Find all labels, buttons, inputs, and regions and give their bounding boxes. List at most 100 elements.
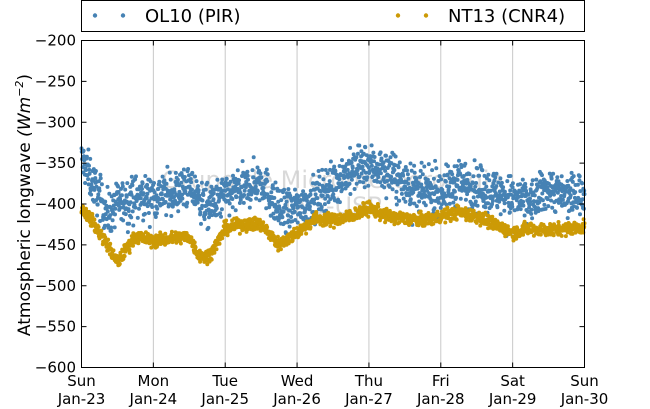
data-point: [137, 206, 141, 211]
data-point: [369, 163, 374, 168]
data-point: [272, 195, 277, 200]
data-point: [417, 199, 422, 204]
legend-label: NT13 (CNR4): [448, 6, 565, 27]
data-point: [200, 198, 205, 203]
data-point: [418, 209, 423, 214]
data-point: [437, 174, 442, 179]
x-tick-label-date: Jan-27: [344, 390, 393, 408]
data-point: [102, 223, 107, 228]
legend-marker: [423, 13, 429, 18]
data-point: [493, 175, 498, 180]
data-point: [95, 202, 100, 207]
data-point: [299, 231, 304, 236]
data-point: [394, 189, 399, 194]
data-point: [106, 237, 111, 242]
data-point: [194, 179, 199, 184]
data-point: [369, 143, 374, 148]
data-point: [530, 216, 535, 221]
data-point: [107, 191, 112, 196]
data-point: [477, 210, 482, 215]
data-point: [320, 193, 325, 198]
data-point: [495, 205, 500, 210]
data-point: [419, 160, 424, 165]
data-point: [145, 182, 150, 187]
data-point: [264, 167, 269, 172]
data-point: [510, 181, 515, 186]
data-point: [321, 177, 326, 182]
data-point: [224, 176, 229, 181]
data-point: [396, 165, 401, 170]
data-point: [119, 193, 124, 198]
data-point: [116, 190, 121, 194]
data-point: [445, 172, 450, 177]
data-point: [237, 201, 242, 205]
data-point: [458, 196, 463, 201]
data-point: [393, 154, 398, 159]
data-point: [408, 161, 413, 166]
data-point: [92, 187, 97, 192]
data-point: [578, 189, 583, 194]
data-point: [214, 206, 219, 211]
data-point: [113, 212, 117, 217]
data-point: [291, 206, 296, 211]
data-point: [304, 231, 309, 236]
data-point: [366, 165, 371, 170]
data-point: [445, 205, 450, 210]
data-point: [365, 175, 370, 180]
data-point: [426, 162, 431, 167]
x-tick-label-day: Thu: [354, 372, 383, 390]
data-point: [126, 209, 131, 213]
data-point: [98, 172, 103, 177]
data-point: [475, 194, 480, 199]
data-point: [508, 188, 513, 193]
data-point: [520, 177, 525, 182]
x-tick-label-date: Jan-23: [57, 390, 106, 408]
x-tick-label-day: Sun: [67, 372, 96, 390]
data-point: [86, 147, 91, 152]
data-point: [565, 216, 570, 221]
data-point: [271, 211, 276, 216]
data-point: [451, 200, 456, 205]
y-axis-label: Atmospheric longwave (Wm−2): [13, 74, 35, 336]
data-point: [450, 194, 455, 199]
data-point: [193, 174, 197, 179]
data-point: [296, 194, 301, 199]
data-point: [307, 204, 312, 209]
data-point: [186, 167, 191, 171]
data-point: [446, 164, 450, 169]
data-point: [199, 221, 203, 226]
data-point: [90, 212, 95, 216]
legend-marker: [120, 13, 126, 18]
data-point: [284, 199, 289, 204]
data-point: [236, 181, 241, 186]
y-axis-ticks: −200 −250 −300 −350 −400 −450 −500 −550 −600: [35, 32, 585, 377]
data-point: [234, 195, 239, 200]
data-point: [508, 174, 513, 178]
data-point: [381, 175, 386, 180]
data-point: [140, 181, 145, 186]
data-point: [147, 225, 152, 229]
data-point: [221, 193, 226, 197]
data-point: [362, 185, 367, 190]
data-point: [379, 156, 384, 161]
data-point: [201, 193, 206, 197]
data-point: [93, 169, 98, 173]
data-point: [510, 185, 515, 190]
data-point: [570, 179, 575, 184]
data-point: [108, 213, 113, 218]
data-point: [240, 159, 245, 164]
data-point: [568, 186, 573, 191]
data-point: [211, 191, 216, 196]
data-point: [502, 201, 507, 206]
data-point: [282, 187, 287, 192]
data-point: [278, 247, 283, 252]
data-point: [475, 203, 480, 208]
data-point: [169, 214, 174, 218]
data-point: [145, 191, 150, 196]
data-point: [364, 153, 369, 158]
data-point: [409, 201, 414, 206]
data-point: [325, 171, 330, 176]
data-point: [443, 179, 448, 184]
data-point: [285, 194, 290, 199]
data-point: [580, 197, 585, 202]
